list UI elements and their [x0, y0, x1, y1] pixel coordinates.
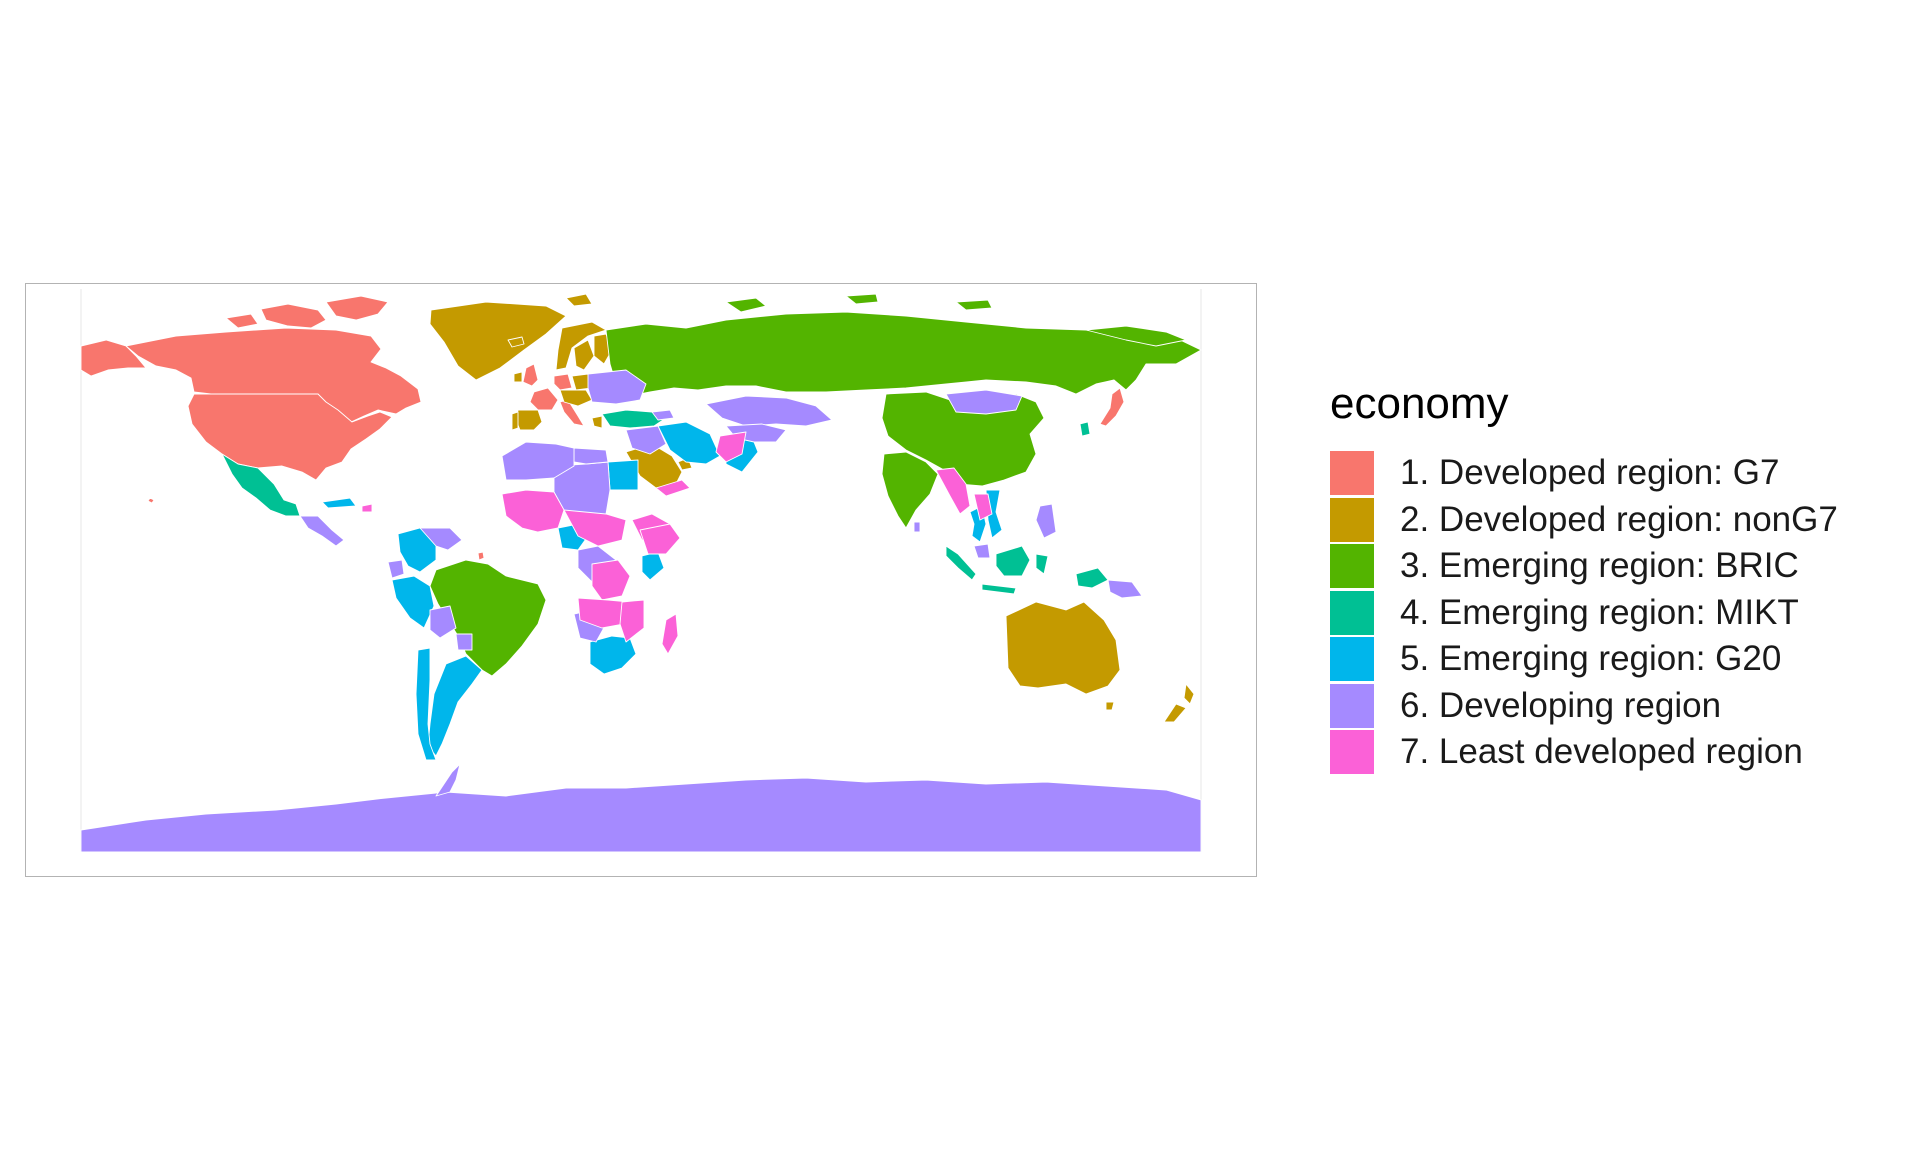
country-egypt: [607, 459, 639, 491]
legend-label: 7. Least developed region: [1400, 732, 1803, 772]
country-polygons: [80, 293, 1202, 853]
country-new-zealand-north: [1183, 683, 1195, 705]
country-afghanistan: [715, 431, 747, 463]
country-bolivia: [429, 605, 457, 639]
country-iceland: [507, 336, 525, 348]
country-indonesia-borneo: [995, 545, 1031, 577]
legend-items: 1. Developed region: G7 2. Developed regi…: [1330, 450, 1838, 776]
country-svalbard: [565, 293, 593, 307]
legend-key: [1330, 683, 1374, 728]
country-mongolia: [945, 389, 1023, 415]
country-philippines: [1035, 503, 1057, 539]
country-algeria-morocco: [501, 441, 575, 481]
legend-item: 1. Developed region: G7: [1330, 450, 1838, 497]
country-south-korea: [1079, 421, 1091, 437]
country-antarctica: [80, 777, 1202, 853]
country-turkey: [601, 409, 667, 429]
country-bangladesh-myanmar: [935, 467, 971, 515]
country-venezuela: [419, 527, 463, 551]
country-sweden: [573, 339, 595, 371]
country-yemen: [655, 479, 691, 497]
country-australia: [1005, 601, 1121, 695]
country-ethiopia: [639, 523, 681, 555]
legend-item: 5. Emerging region: G20: [1330, 636, 1838, 683]
country-india: [881, 451, 939, 529]
country-malaysia: [973, 543, 991, 559]
country-tasmania: [1105, 701, 1115, 711]
country-indonesia-sumatra: [945, 545, 977, 581]
country-hawaii: [147, 497, 155, 504]
map-panel: [25, 283, 1257, 877]
country-mozambique: [619, 599, 645, 643]
country-kazakhstan: [705, 395, 833, 427]
country-greece: [591, 415, 603, 429]
legend-item: 2. Developed region: nonG7: [1330, 497, 1838, 544]
country-new-zealand-south: [1163, 703, 1187, 723]
country-caucasus: [651, 409, 675, 421]
country-libya: [573, 447, 609, 465]
country-central-europe: [559, 389, 593, 407]
country-eastern-europe: [587, 369, 647, 405]
legend-label: 5. Emerging region: G20: [1400, 639, 1782, 679]
legend-key: [1330, 590, 1374, 635]
country-kenya: [641, 551, 665, 581]
country-french-guiana: [477, 551, 485, 561]
country-indonesia-java: [981, 583, 1017, 595]
legend-key: [1330, 637, 1374, 682]
legend-label: 4. Emerging region: MIKT: [1400, 592, 1799, 632]
country-russian-arctic-islands: [725, 293, 993, 313]
legend-item: 6. Developing region: [1330, 683, 1838, 730]
legend-label: 2. Developed region: nonG7: [1400, 499, 1838, 539]
country-madagascar: [661, 613, 679, 655]
legend-item: 3. Emerging region: BRIC: [1330, 543, 1838, 590]
legend-item: 4. Emerging region: MIKT: [1330, 590, 1838, 637]
legend-label: 1. Developed region: G7: [1400, 453, 1780, 493]
country-cuba: [321, 497, 357, 509]
legend-title: economy: [1330, 379, 1509, 428]
legend-key: [1330, 544, 1374, 589]
country-greenland: [429, 301, 567, 381]
country-indonesia-sulawesi: [1035, 553, 1049, 575]
country-haiti: [361, 503, 373, 513]
country-chukotka: [1085, 325, 1187, 347]
country-paraguay: [455, 633, 473, 651]
country-canadian-arctic-islands: [225, 295, 389, 329]
legend: economy 1. Developed region: G7 2. Develo…: [1330, 378, 1838, 776]
country-antarctic-peninsula: [435, 763, 461, 797]
legend-key: [1330, 730, 1374, 775]
country-sahel: [563, 509, 627, 547]
country-iran: [657, 421, 721, 465]
country-laos-cambodia: [973, 493, 993, 521]
country-sri-lanka: [913, 521, 921, 533]
world-map: [80, 289, 1202, 853]
country-papua-new-guinea: [1107, 579, 1143, 599]
country-dr-congo: [591, 559, 631, 601]
country-norway: [555, 321, 607, 371]
country-spain: [515, 409, 543, 431]
country-alaska: [80, 339, 147, 377]
country-iraq-syria: [625, 425, 667, 455]
country-peru: [391, 575, 435, 629]
country-central-america: [299, 515, 345, 547]
country-chile: [415, 647, 437, 761]
country-germany: [553, 373, 573, 391]
legend-item: 7. Least developed region: [1330, 729, 1838, 776]
country-russia: [605, 311, 1202, 397]
country-west-africa: [501, 489, 565, 533]
country-ireland: [513, 371, 523, 383]
country-south-africa: [589, 635, 637, 675]
country-canada: [125, 327, 422, 423]
country-portugal: [511, 411, 519, 431]
legend-key: [1330, 497, 1374, 542]
country-indonesia-papua: [1075, 567, 1109, 589]
country-japan: [1099, 387, 1125, 427]
country-argentina: [427, 655, 483, 757]
legend-key: [1330, 451, 1374, 496]
country-united-kingdom: [522, 363, 539, 387]
country-france: [529, 387, 559, 411]
country-ecuador: [387, 559, 405, 579]
legend-label: 6. Developing region: [1400, 685, 1722, 725]
legend-label: 3. Emerging region: BRIC: [1400, 546, 1799, 586]
